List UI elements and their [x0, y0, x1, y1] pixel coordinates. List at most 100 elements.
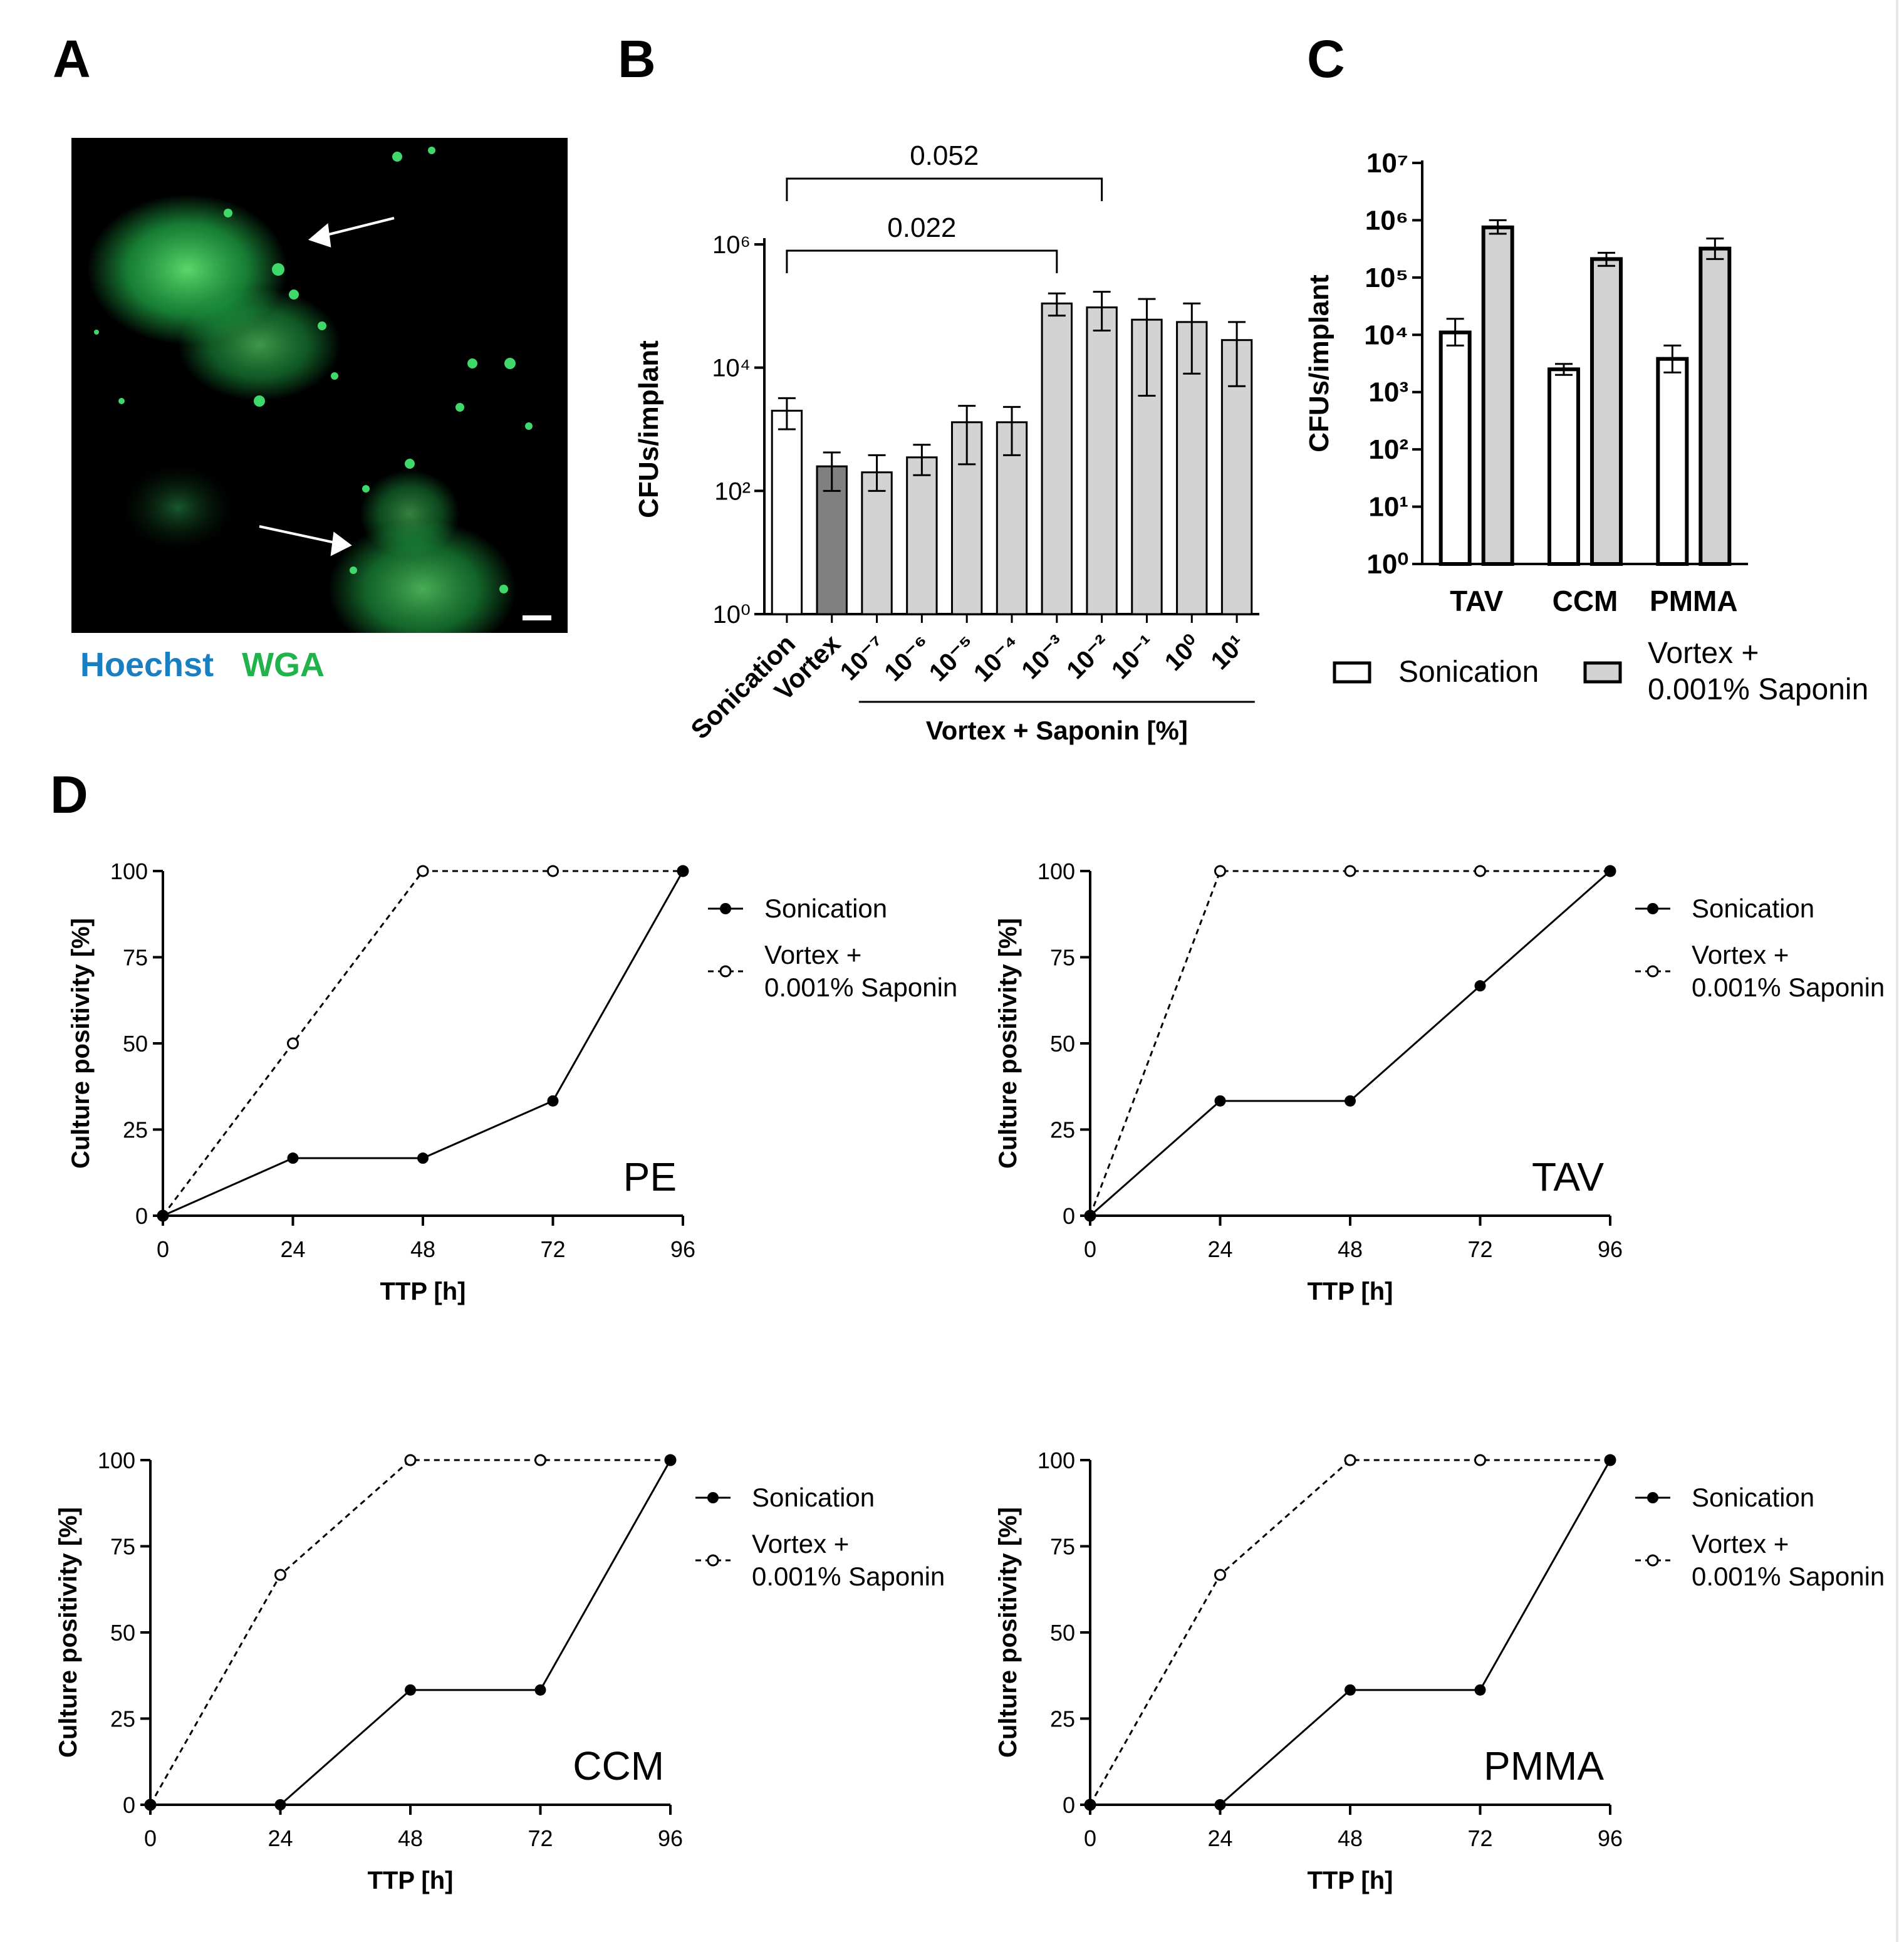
bar: [906, 456, 938, 615]
p-value-label: 0.022: [887, 212, 956, 243]
point-sonication: [1345, 1095, 1356, 1107]
series-line-vortex: [1089, 870, 1610, 1216]
y-tick-label: 10¹: [1368, 492, 1408, 523]
point-vortex: [1344, 1454, 1356, 1466]
y-tick-label: 25: [110, 1706, 135, 1732]
y-tick-label: 50: [110, 1620, 135, 1646]
point-vortex: [274, 1569, 286, 1581]
point-sonication: [1085, 1210, 1096, 1221]
x-tick-label: TAV: [1450, 585, 1503, 617]
y-tick-label: 10⁶: [1365, 205, 1408, 236]
x-tick-label: 72: [1467, 1825, 1492, 1851]
y-tick-label: 10⁰: [712, 601, 751, 629]
legend-hoechst: Hoechst: [80, 646, 214, 684]
legend-marker-sonication: [1647, 903, 1658, 914]
y-tick-label: 75: [110, 1534, 135, 1560]
point-sonication: [1605, 1454, 1616, 1466]
y-tick-label: 25: [123, 1117, 148, 1143]
series-line-sonication: [162, 870, 684, 1217]
legend-marker-vortex: [1646, 965, 1659, 978]
legend-label-sonication: Sonication: [1692, 1483, 1814, 1512]
point-vortex: [1214, 1569, 1226, 1581]
point-sonication: [1214, 1095, 1226, 1107]
point-sonication: [534, 1684, 546, 1696]
x-tick-label: 48: [1338, 1236, 1363, 1262]
chart-d-tav: 0 25 50 75 100 0 24 48 72 96 TTP [h] Culture positi…: [994, 859, 1885, 1305]
x-tick-label: 96: [670, 1236, 695, 1262]
bar: [771, 409, 803, 615]
legend-marker-vortex: [707, 1554, 719, 1567]
chart-title: PMMA: [1484, 1743, 1604, 1788]
x-tick-label: 10⁻³: [1016, 630, 1071, 684]
y-axis-label: Culture positivity [%]: [67, 918, 95, 1169]
point-vortex: [547, 865, 559, 877]
bar: [1699, 246, 1732, 566]
significance-bracket: [786, 249, 1058, 273]
bar: [1438, 330, 1472, 566]
x-tick-label: 10⁻²: [1061, 630, 1116, 684]
y-tick-label: 10⁵: [1365, 263, 1408, 293]
x-tick-label: 10⁻⁴: [969, 630, 1026, 687]
y-axis-label: CFUs/implant: [633, 340, 664, 518]
chart-b: 10⁰10²10⁴10⁶CFUs/implantSonicationVortex…: [633, 140, 1259, 745]
point-vortex: [1344, 865, 1356, 877]
x-axis-label: TTP [h]: [1307, 1278, 1393, 1305]
legend-swatch-vortex: [1583, 661, 1622, 684]
point-sonication: [157, 1210, 169, 1221]
y-tick-label: 100: [110, 859, 148, 884]
legend-label-vortex-2: 0.001% Saponin: [1692, 1562, 1885, 1591]
y-tick-label: 0: [123, 1792, 135, 1818]
x-tick-label: 48: [410, 1236, 435, 1262]
y-tick-label: 100: [1038, 1448, 1075, 1473]
x-tick-label: 10⁻⁷: [835, 630, 891, 686]
y-tick-label: 50: [1050, 1031, 1075, 1057]
y-tick-label: 100: [1038, 859, 1075, 884]
point-vortex: [1474, 1454, 1486, 1466]
y-tick-label: 10⁰: [1366, 549, 1408, 580]
chart-c: 10⁰ 10¹ 10² 10³ 10⁴ 10⁵ 10⁶ 10⁷ CFUs/implant TAV C…: [1304, 148, 1868, 706]
scale-bar: [523, 615, 551, 620]
legend-label-sonication: Sonication: [752, 1483, 875, 1512]
x-tick-label: 72: [1467, 1236, 1492, 1262]
x-tick-label: 96: [1598, 1825, 1623, 1851]
x-tick-label: 0: [144, 1825, 157, 1851]
point-sonication: [677, 865, 689, 877]
legend-label-vortex-2: 0.001% Saponin: [1692, 973, 1885, 1002]
point-sonication: [1474, 1684, 1486, 1696]
chart-title: CCM: [573, 1743, 664, 1788]
x-tick-label: 24: [280, 1236, 305, 1262]
x-tick-label: 10⁻⁵: [924, 630, 981, 687]
y-tick-label: 25: [1050, 1706, 1075, 1732]
point-vortex: [534, 1454, 546, 1466]
bar: [1086, 306, 1118, 615]
p-value-label: 0.052: [910, 140, 979, 171]
legend-label-vortex-1: Vortex +: [1648, 637, 1759, 670]
x-tick-label: 0: [1084, 1236, 1096, 1262]
y-tick-label: 10³: [1368, 377, 1408, 408]
x-tick-label: 96: [658, 1825, 683, 1851]
legend-label-sonication: Sonication: [1398, 655, 1539, 689]
x-tick-label: 72: [528, 1825, 553, 1851]
y-tick-label: 50: [1050, 1620, 1075, 1646]
legend-label-vortex-2: 0.001% Saponin: [752, 1562, 945, 1591]
y-tick-label: 75: [1050, 1534, 1075, 1560]
bar: [1481, 225, 1514, 566]
y-tick-label: 0: [1063, 1203, 1075, 1229]
legend-label-vortex-1: Vortex +: [1692, 940, 1789, 969]
x-tick-label: 24: [1207, 1825, 1232, 1851]
page-edge-line: [1896, 0, 1898, 1942]
chart-d-ccm: 0 25 50 75 100 0 24 48 72 96 TTP [h] Culture positi…: [55, 1448, 945, 1894]
legend-wga: WGA: [242, 646, 325, 684]
point-sonication: [405, 1684, 416, 1696]
x-tick-label: 72: [540, 1236, 565, 1262]
y-axis-label: CFUs/implant: [1304, 274, 1334, 452]
y-axis-label: Culture positivity [%]: [994, 918, 1022, 1169]
y-axis-label: Culture positivity [%]: [994, 1507, 1022, 1758]
point-sonication: [274, 1799, 286, 1810]
x-tick-label: 10⁻⁶: [879, 630, 936, 687]
y-tick-label: 10⁴: [1364, 320, 1408, 350]
point-sonication: [1085, 1799, 1096, 1810]
y-tick-label: 10⁴: [712, 355, 751, 382]
legend-label-vortex-1: Vortex +: [764, 940, 861, 969]
point-vortex: [1474, 865, 1486, 877]
